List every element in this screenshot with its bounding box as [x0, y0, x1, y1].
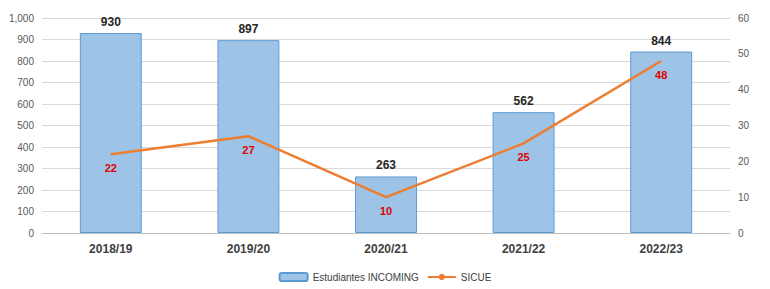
svg-text:700: 700 — [17, 77, 34, 88]
svg-text:2019/20: 2019/20 — [227, 242, 271, 256]
svg-text:22: 22 — [105, 162, 117, 174]
svg-text:27: 27 — [242, 144, 254, 156]
svg-text:25: 25 — [517, 151, 529, 163]
svg-text:200: 200 — [17, 185, 34, 196]
svg-text:30: 30 — [738, 120, 750, 131]
svg-text:2020/21: 2020/21 — [364, 242, 408, 256]
svg-text:50: 50 — [738, 48, 750, 59]
svg-text:2021/22: 2021/22 — [502, 242, 546, 256]
svg-text:0: 0 — [738, 228, 744, 239]
svg-text:SICUE: SICUE — [461, 272, 492, 283]
svg-text:930: 930 — [101, 15, 121, 29]
svg-text:0: 0 — [28, 228, 34, 239]
svg-text:897: 897 — [238, 22, 258, 36]
svg-text:500: 500 — [17, 120, 34, 131]
svg-text:10: 10 — [738, 192, 750, 203]
svg-text:562: 562 — [514, 94, 534, 108]
svg-text:10: 10 — [380, 205, 392, 217]
svg-text:600: 600 — [17, 99, 34, 110]
svg-text:Estudiantes INCOMING: Estudiantes INCOMING — [313, 272, 419, 283]
svg-text:100: 100 — [17, 206, 34, 217]
svg-text:800: 800 — [17, 56, 34, 67]
svg-text:20: 20 — [738, 156, 750, 167]
svg-text:1,000: 1,000 — [9, 13, 34, 24]
svg-text:2022/23: 2022/23 — [640, 242, 684, 256]
svg-text:900: 900 — [17, 34, 34, 45]
svg-text:844: 844 — [651, 34, 671, 48]
svg-text:48: 48 — [655, 69, 667, 81]
svg-text:40: 40 — [738, 84, 750, 95]
svg-text:60: 60 — [738, 13, 750, 24]
svg-text:300: 300 — [17, 163, 34, 174]
svg-text:2018/19: 2018/19 — [89, 242, 133, 256]
svg-text:263: 263 — [376, 158, 396, 172]
svg-text:400: 400 — [17, 142, 34, 153]
